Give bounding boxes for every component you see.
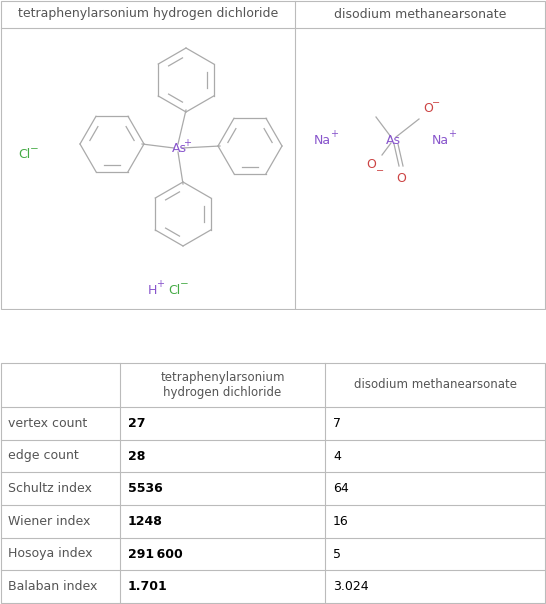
Text: vertex count: vertex count bbox=[8, 417, 87, 430]
Text: disodium methanearsonate: disodium methanearsonate bbox=[354, 379, 517, 391]
Text: Balaban index: Balaban index bbox=[8, 580, 97, 593]
Text: Cl: Cl bbox=[168, 283, 180, 297]
Text: −: − bbox=[180, 279, 189, 289]
Text: +: + bbox=[156, 279, 164, 289]
Text: O: O bbox=[366, 158, 376, 172]
Text: H: H bbox=[148, 283, 157, 297]
Text: 3.024: 3.024 bbox=[333, 580, 369, 593]
Text: 16: 16 bbox=[333, 515, 349, 528]
Text: −: − bbox=[30, 144, 39, 154]
Text: As: As bbox=[171, 141, 187, 155]
Text: edge count: edge count bbox=[8, 449, 79, 463]
Text: 28: 28 bbox=[128, 449, 145, 463]
Text: 1.701: 1.701 bbox=[128, 580, 168, 593]
Text: tetraphenylarsonium hydrogen dichloride: tetraphenylarsonium hydrogen dichloride bbox=[18, 7, 278, 21]
Text: As: As bbox=[385, 133, 401, 147]
Text: O: O bbox=[423, 103, 433, 115]
Text: 7: 7 bbox=[333, 417, 341, 430]
Text: +: + bbox=[448, 129, 456, 139]
Text: 27: 27 bbox=[128, 417, 145, 430]
Text: +: + bbox=[183, 138, 191, 148]
Text: 291 600: 291 600 bbox=[128, 547, 183, 561]
Text: −: − bbox=[432, 98, 440, 108]
Text: Schultz index: Schultz index bbox=[8, 482, 92, 495]
Text: tetraphenylarsonium
hydrogen dichloride: tetraphenylarsonium hydrogen dichloride bbox=[160, 371, 285, 399]
Text: Hosoya index: Hosoya index bbox=[8, 547, 92, 561]
Text: 5: 5 bbox=[333, 547, 341, 561]
Text: 5536: 5536 bbox=[128, 482, 163, 495]
Text: Cl: Cl bbox=[18, 149, 30, 161]
Text: +: + bbox=[330, 129, 338, 139]
Text: Wiener index: Wiener index bbox=[8, 515, 91, 528]
Text: −: − bbox=[376, 166, 384, 176]
Text: Na: Na bbox=[314, 133, 331, 147]
Text: Na: Na bbox=[432, 133, 449, 147]
Text: 64: 64 bbox=[333, 482, 349, 495]
Text: 4: 4 bbox=[333, 449, 341, 463]
Text: disodium methanearsonate: disodium methanearsonate bbox=[334, 7, 506, 21]
Text: 1248: 1248 bbox=[128, 515, 163, 528]
Text: O: O bbox=[396, 173, 406, 185]
